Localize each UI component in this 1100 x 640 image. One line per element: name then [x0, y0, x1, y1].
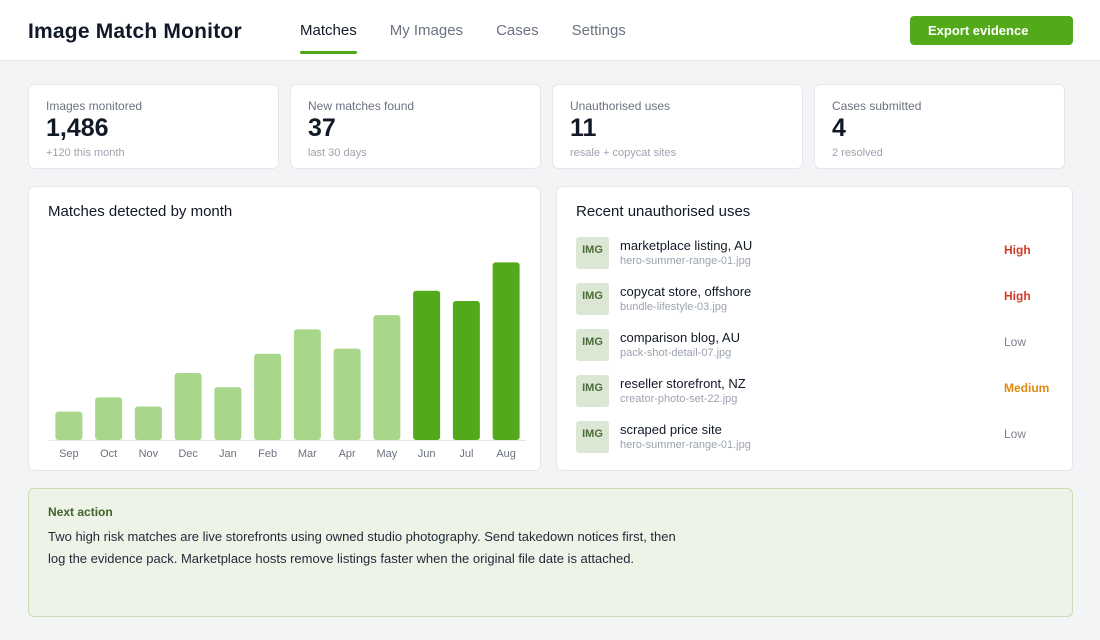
use-filename: pack-shot-detail-07.jpg [620, 347, 732, 359]
x-tick-label: Oct [100, 448, 117, 460]
use-filename: hero-summer-range-01.jpg [620, 255, 751, 267]
next-action-line: log the evidence pack. Marketplace hosts… [48, 551, 635, 566]
use-filename: hero-summer-range-01.jpg [620, 439, 751, 451]
risk-badge: Medium [1004, 381, 1050, 395]
bar-aug[interactable] [492, 262, 520, 440]
stat-label: New matches found [308, 99, 415, 113]
tab-my-images[interactable]: My Images [389, 22, 464, 39]
use-source: marketplace listing, AU [620, 238, 753, 253]
top-bar: Image Match Monitor Matches My Images Ca… [0, 0, 1100, 61]
next-action-callout: Next action Two high risk matches are li… [28, 488, 1073, 617]
use-source: reseller storefront, NZ [620, 376, 746, 391]
bar-jun[interactable] [413, 290, 441, 440]
x-tick-label: Jun [418, 448, 436, 460]
next-action-text: Two high risk matches are live storefron… [48, 526, 688, 570]
next-action-title: Next action [48, 505, 113, 519]
image-thumbnail: IMG [576, 375, 609, 407]
next-action-line: Two high risk matches are live storefron… [48, 529, 676, 544]
stat-label: Images monitored [46, 99, 143, 113]
recent-uses-title: Recent unauthorised uses [576, 203, 751, 220]
x-tick-label: Sep [59, 448, 79, 460]
stat-value: 37 [308, 114, 336, 142]
risk-badge: Low [1004, 335, 1027, 349]
app-title: Image Match Monitor [28, 20, 242, 43]
x-tick-label: Jan [219, 448, 237, 460]
x-tick-label: Nov [139, 448, 159, 460]
use-source: comparison blog, AU [620, 330, 740, 345]
stat-card-new-matches: New matches found 37 last 30 days [290, 84, 541, 169]
stat-card-images-monitored: Images monitored 1,486 +120 this month [28, 84, 279, 169]
list-item[interactable]: IMG comparison blog, AU pack-shot-detail… [576, 329, 1051, 369]
list-item[interactable]: IMG copycat store, offshore bundle-lifes… [576, 283, 1051, 323]
image-thumbnail: IMG [576, 329, 609, 361]
stat-subtext: resale + copycat sites [570, 147, 677, 159]
stat-label: Unauthorised uses [570, 99, 671, 113]
bar-apr[interactable] [333, 348, 361, 440]
export-evidence-button[interactable]: Export evidence [910, 16, 1073, 45]
stat-label: Cases submitted [832, 99, 922, 113]
bar-jan[interactable] [214, 387, 242, 440]
image-thumbnail: IMG [576, 237, 609, 269]
use-source: scraped price site [620, 422, 722, 437]
stat-subtext: +120 this month [46, 147, 125, 159]
risk-badge: Low [1004, 427, 1027, 441]
x-tick-label: Dec [178, 448, 198, 460]
tab-cases[interactable]: Cases [496, 22, 539, 39]
bar-dec[interactable] [174, 373, 202, 440]
chart-title: Matches detected by month [48, 203, 233, 220]
x-tick-label: May [376, 448, 397, 460]
x-tick-label: Mar [298, 448, 317, 460]
x-tick-label: Apr [339, 448, 356, 460]
bar-sep[interactable] [55, 411, 83, 440]
list-item[interactable]: IMG marketplace listing, AU hero-summer-… [576, 237, 1051, 277]
bar-nov[interactable] [134, 406, 162, 440]
main-nav: Matches My Images Cases Settings [300, 0, 626, 60]
use-source: copycat store, offshore [620, 284, 752, 299]
tab-matches[interactable]: Matches [300, 0, 357, 60]
stat-subtext: last 30 days [308, 147, 367, 159]
risk-badge: High [1004, 243, 1031, 257]
risk-badge: High [1004, 289, 1031, 303]
stat-value: 11 [570, 114, 597, 142]
stat-value: 4 [832, 114, 846, 142]
stat-card-unauthorised-uses: Unauthorised uses 11 resale + copycat si… [552, 84, 803, 169]
list-item[interactable]: IMG reseller storefront, NZ creator-phot… [576, 375, 1051, 415]
x-tick-label: Feb [258, 448, 277, 460]
use-filename: creator-photo-set-22.jpg [620, 393, 738, 405]
chart-panel: Matches detected by month Sep Oct Nov Dec Ja… [28, 186, 541, 471]
image-thumbnail: IMG [576, 283, 609, 315]
use-filename: bundle-lifestyle-03.jpg [620, 301, 728, 313]
list-item[interactable]: IMG scraped price site hero-summer-range… [576, 421, 1051, 461]
stat-value: 1,486 [46, 114, 109, 142]
bar-may[interactable] [373, 315, 401, 440]
stat-card-cases-submitted: Cases submitted 4 2 resolved [814, 84, 1065, 169]
recent-uses-panel: Recent unauthorised uses IMG marketplace… [556, 186, 1073, 471]
bar-mar[interactable] [293, 329, 321, 440]
bar-oct[interactable] [95, 397, 123, 440]
matches-bar-chart: Sep Oct Nov Dec Jan Feb Mar Apr May Jun Jul Aug [49, 262, 526, 460]
x-tick-label: Jul [459, 448, 473, 460]
tab-settings[interactable]: Settings [571, 22, 626, 39]
bar-jul[interactable] [452, 300, 480, 440]
x-tick-label: Aug [496, 448, 516, 460]
stat-subtext: 2 resolved [832, 147, 883, 159]
image-thumbnail: IMG [576, 421, 609, 453]
bar-feb[interactable] [254, 353, 282, 440]
